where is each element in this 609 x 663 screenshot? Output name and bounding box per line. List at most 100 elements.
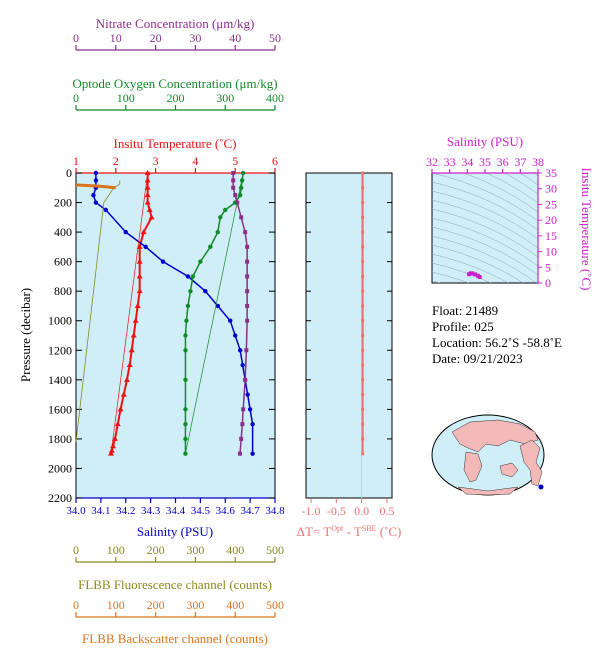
salinity-axis-tick-label: 34.5 — [191, 505, 211, 517]
delta-t-data-point — [361, 201, 365, 205]
ts-temperature-axis-tick-label: 35 — [545, 166, 557, 180]
ts-data-point — [477, 275, 482, 280]
pressure-axis-tick-label: 1000 — [48, 314, 72, 328]
pressure-axis-tick-label: 0 — [66, 166, 72, 180]
data-point — [239, 436, 244, 441]
ts-data-point — [473, 272, 478, 277]
float-id: Float: 21489 — [432, 303, 498, 318]
fluorescence-axis-tick-label: 300 — [186, 543, 204, 557]
delta-t-data-point — [361, 334, 365, 337]
ts-density-contour — [432, 208, 538, 258]
ts-diagram: Salinity (PSU) Insitu Temperature (˚C) — [447, 134, 594, 291]
ts-density-contour — [432, 173, 538, 222]
oxygen-axis-tick-label: 100 — [117, 91, 135, 105]
data-point — [183, 348, 188, 353]
temperature-axis-tick-label: 1 — [73, 154, 79, 168]
delta-t-data-point — [361, 319, 365, 323]
data-point — [123, 229, 128, 235]
data-point — [144, 170, 151, 175]
profile-panel — [75, 172, 276, 499]
profile-panel-background — [75, 172, 276, 499]
ts-temperature-axis-tick-label: 25 — [545, 197, 557, 211]
data-point — [190, 274, 196, 279]
delta-t-data-point — [361, 274, 365, 278]
delta-t-data-point — [361, 230, 365, 234]
ts-density-contour — [432, 244, 524, 283]
data-point — [130, 332, 137, 338]
float-position-marker — [538, 484, 544, 490]
data-point — [134, 302, 141, 308]
series-line — [110, 172, 148, 454]
delta-t-data-point — [361, 452, 365, 456]
data-point — [184, 318, 189, 323]
data-point — [245, 259, 250, 264]
pressure-axis-tick-label: 800 — [54, 284, 72, 298]
data-point — [103, 207, 109, 213]
delta-t-panel — [305, 172, 393, 499]
pressure-axis-tick-label: 1400 — [48, 373, 72, 387]
data-point — [132, 317, 139, 323]
data-point — [245, 244, 250, 249]
data-point — [243, 230, 248, 235]
data-point — [114, 421, 121, 427]
ts-temperature-axis-tick-label: 5 — [545, 260, 551, 274]
nitrate-axis-tick-label: 40 — [229, 31, 241, 45]
delta-t-axis-tick-label: -1.0 — [302, 504, 321, 518]
salinity-axis-tick-label: 34.6 — [216, 505, 236, 517]
data-point — [160, 259, 166, 264]
delta-t-data-point — [361, 363, 365, 367]
profile-number: Profile: 025 — [432, 319, 494, 334]
data-point — [93, 178, 99, 183]
oxygen-axis-tick-label: 0 — [73, 91, 79, 105]
backscatter-axis-tick-label: 400 — [226, 598, 244, 612]
data-point — [208, 244, 213, 250]
map-landmass-eurasia — [451, 419, 539, 453]
data-point — [136, 258, 143, 264]
salinity-axis-tick-label: 34.4 — [166, 505, 186, 517]
ts-density-contour — [432, 181, 538, 231]
ts-salinity-axis-tick-label: 38 — [532, 155, 544, 169]
data-point — [144, 184, 151, 190]
data-point — [183, 421, 188, 427]
ts-salinity-axis-tick-label: 35 — [479, 155, 491, 169]
fluorescence-axis-tick-label: 400 — [226, 543, 244, 557]
backscatter-axis-tick-label: 0 — [73, 598, 79, 612]
data-point — [136, 273, 143, 279]
fluorescence-axis-label: FLBB Fluorescence channel (counts) — [78, 577, 272, 592]
oxygen-axis-tick-label: 300 — [216, 91, 234, 105]
nitrate-axis-label: Nitrate Concentration (μm/kg) — [96, 16, 255, 31]
data-point — [112, 435, 119, 441]
fluorescence-axis-tick-label: 500 — [266, 543, 284, 557]
ts-salinity-axis-tick-label: 34 — [461, 155, 473, 169]
data-point — [245, 274, 250, 279]
data-point — [144, 192, 151, 198]
delta-t-axis-label: ΔT= TOpt - TSBE (˚C) — [297, 524, 402, 539]
temperature-axis: Insitu Temperature (˚C) — [113, 136, 236, 151]
ts-temperature-axis-tick-label: 0 — [545, 276, 551, 290]
nitrate-axis-tick-label: 50 — [269, 31, 281, 45]
data-point — [93, 170, 99, 176]
data-point — [231, 171, 236, 175]
ts-density-contour — [432, 190, 538, 240]
delta-t-data-point — [361, 260, 365, 264]
data-point — [188, 288, 193, 294]
data-point — [245, 289, 250, 294]
pressure-axis-tick-label: 2200 — [48, 491, 72, 505]
ts-salinity-axis-tick-label: 32 — [426, 155, 438, 169]
delta-t-data-point — [361, 245, 365, 249]
data-point — [250, 421, 255, 427]
salinity-axis-tick-label: 34.1 — [91, 505, 110, 517]
ts-temperature-axis-tick-label: 10 — [545, 245, 557, 259]
pressure-axis-tick-label: 1600 — [48, 402, 72, 416]
data-point — [128, 347, 135, 353]
fluorescence-axis-tick-label: 200 — [147, 543, 165, 557]
pressure-axis-tick-label: 1800 — [48, 432, 72, 446]
delta-t-data-point — [361, 378, 365, 382]
delta-t-data-point — [361, 422, 365, 426]
ts-salinity-axis-tick-label: 37 — [514, 155, 526, 169]
nitrate-axis-tick-label: 20 — [150, 31, 162, 45]
ts-salinity-axis-tick-label: 36 — [497, 155, 509, 169]
data-point — [183, 436, 188, 442]
data-point — [233, 333, 238, 338]
